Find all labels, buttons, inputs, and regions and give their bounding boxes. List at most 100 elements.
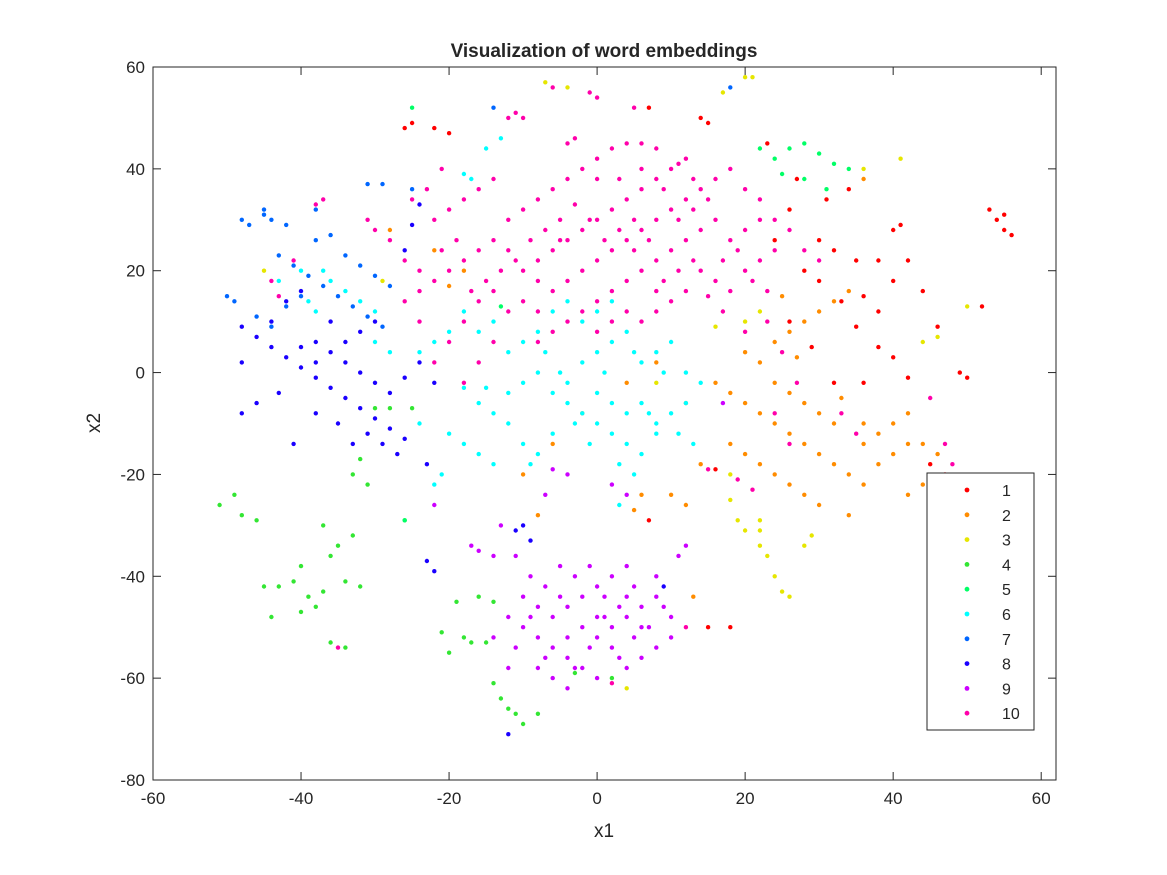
data-point [513,258,518,263]
data-point [284,222,289,228]
data-point [816,238,822,243]
data-point [639,400,644,406]
data-point [350,472,355,477]
data-point [594,675,600,681]
data-point [276,294,281,299]
y-tick-label: 40 [126,160,145,179]
data-point [269,217,274,222]
data-point [343,645,348,650]
data-point [772,380,777,385]
data-point [387,238,393,243]
data-point [535,635,541,640]
data-point [854,258,859,263]
data-point [409,197,415,202]
data-point [609,675,615,681]
data-point [520,207,526,212]
data-point [313,207,318,212]
legend-label: 9 [1002,681,1011,698]
data-point [639,227,644,233]
data-point [217,502,222,508]
legend-label: 6 [1002,607,1011,624]
data-point [735,248,740,253]
data-point [358,329,363,334]
data-point [476,594,481,599]
data-point [742,329,748,334]
data-point [631,472,637,477]
data-point [580,625,585,630]
data-point [461,309,467,314]
data-point [298,268,304,273]
data-point [491,462,496,467]
data-point [772,238,777,243]
data-point [683,400,689,406]
legend-marker [964,512,970,518]
data-point [343,360,348,365]
data-point [424,462,430,467]
data-point [668,492,674,497]
data-point [343,339,348,345]
data-point [765,319,770,324]
data-point [979,304,985,309]
data-point [232,299,237,304]
data-point [261,268,267,273]
data-point [506,115,511,121]
data-point [461,635,467,640]
data-point [624,492,629,497]
data-point [439,248,444,253]
data-point [572,670,578,676]
data-point [654,380,659,385]
data-point [816,309,822,314]
data-point [646,105,652,110]
data-point [335,294,341,299]
data-point [779,350,785,355]
data-point [787,227,792,233]
data-point [705,625,711,630]
data-point [891,355,896,360]
data-point [550,614,555,620]
data-point [284,299,289,304]
data-point [269,614,274,620]
data-point [565,472,570,477]
data-point [417,421,422,426]
data-point [698,462,703,467]
data-point [395,451,400,457]
data-point [550,309,555,314]
data-point [683,370,689,375]
data-point [631,350,637,355]
data-point [609,574,615,579]
data-point [291,441,296,447]
data-point [654,350,659,355]
data-point [728,441,733,447]
data-point [1009,232,1014,238]
data-point [698,380,703,385]
data-point [594,309,600,314]
data-point [779,294,785,299]
data-point [639,319,644,324]
data-point [802,248,807,253]
legend-label: 3 [1002,533,1011,550]
data-point [580,360,585,365]
data-point [920,441,925,447]
data-point [491,553,496,559]
y-tick-label: 0 [136,364,145,383]
data-point [594,156,600,161]
data-point [498,523,504,528]
legend-label: 7 [1002,632,1011,649]
data-point [639,655,644,660]
legend-marker [964,710,970,716]
data-point [757,217,763,222]
legend-label: 10 [1002,706,1020,723]
data-point [631,635,637,640]
data-point [572,202,578,207]
data-point [587,441,592,447]
data-point [461,385,467,390]
data-point [284,304,289,309]
data-point [705,294,711,299]
data-point [757,360,763,365]
data-point [624,563,629,569]
data-point [261,584,267,589]
x-tick-label: 40 [884,789,903,808]
data-point [639,141,644,146]
data-point [602,594,607,599]
data-point [417,360,422,365]
